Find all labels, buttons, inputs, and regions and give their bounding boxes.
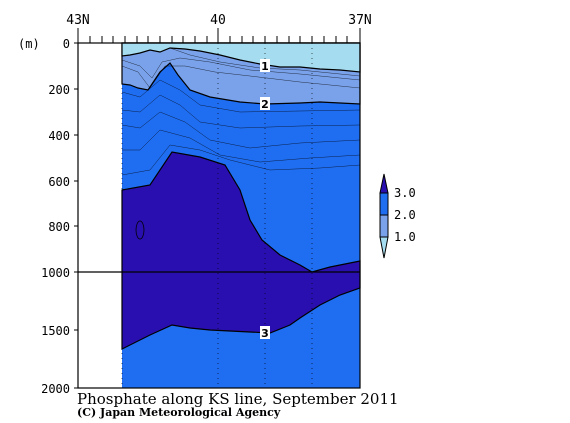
legend-label-2: 2.0 [394, 208, 416, 222]
x-tick-label-37n: 37N [348, 13, 371, 28]
legend-label-3: 3.0 [394, 186, 416, 200]
y-unit-label: (m) [18, 37, 40, 51]
legend-label-1: 1.0 [394, 230, 416, 244]
plot-frame [77, 42, 361, 389]
y-tick-label-0: 0 [63, 37, 70, 51]
y-ticks [74, 42, 78, 389]
x-ticks [77, 28, 361, 43]
contour-label-box-3 [260, 326, 270, 339]
colorbar [379, 173, 389, 259]
y-tick-label-600: 600 [48, 175, 70, 189]
y-tick-label-2000: 2000 [41, 382, 70, 396]
x-tick-label-40: 40 [210, 13, 226, 28]
y-tick-label-200: 200 [48, 83, 70, 97]
y-tick-label-1000: 1000 [41, 266, 70, 280]
contour-label-box-2 [260, 97, 270, 110]
region-below-1 [121, 42, 361, 73]
y-tick-label-1500: 1500 [41, 324, 70, 338]
contour-label-2: 2 [261, 98, 269, 111]
colorbar-2-to-3 [379, 192, 389, 216]
region-above-3-pocket [135, 220, 145, 240]
y-tick-label-800: 800 [48, 220, 70, 234]
y-tick-label-400: 400 [48, 129, 70, 143]
contour-label-box-1 [260, 59, 270, 72]
colorbar-1-to-2 [379, 214, 389, 238]
colorbar-bottom-arrow [379, 236, 389, 259]
x-tick-label-43n: 43N [66, 13, 89, 28]
colorbar-top-arrow [379, 173, 389, 194]
contour-label-3: 3 [261, 327, 269, 340]
chart-title: Phosphate along KS line, September 2011 [77, 390, 399, 408]
copyright-credit: (C) Japan Meteorological Agency [77, 406, 281, 419]
contour-label-1: 1 [261, 60, 269, 73]
